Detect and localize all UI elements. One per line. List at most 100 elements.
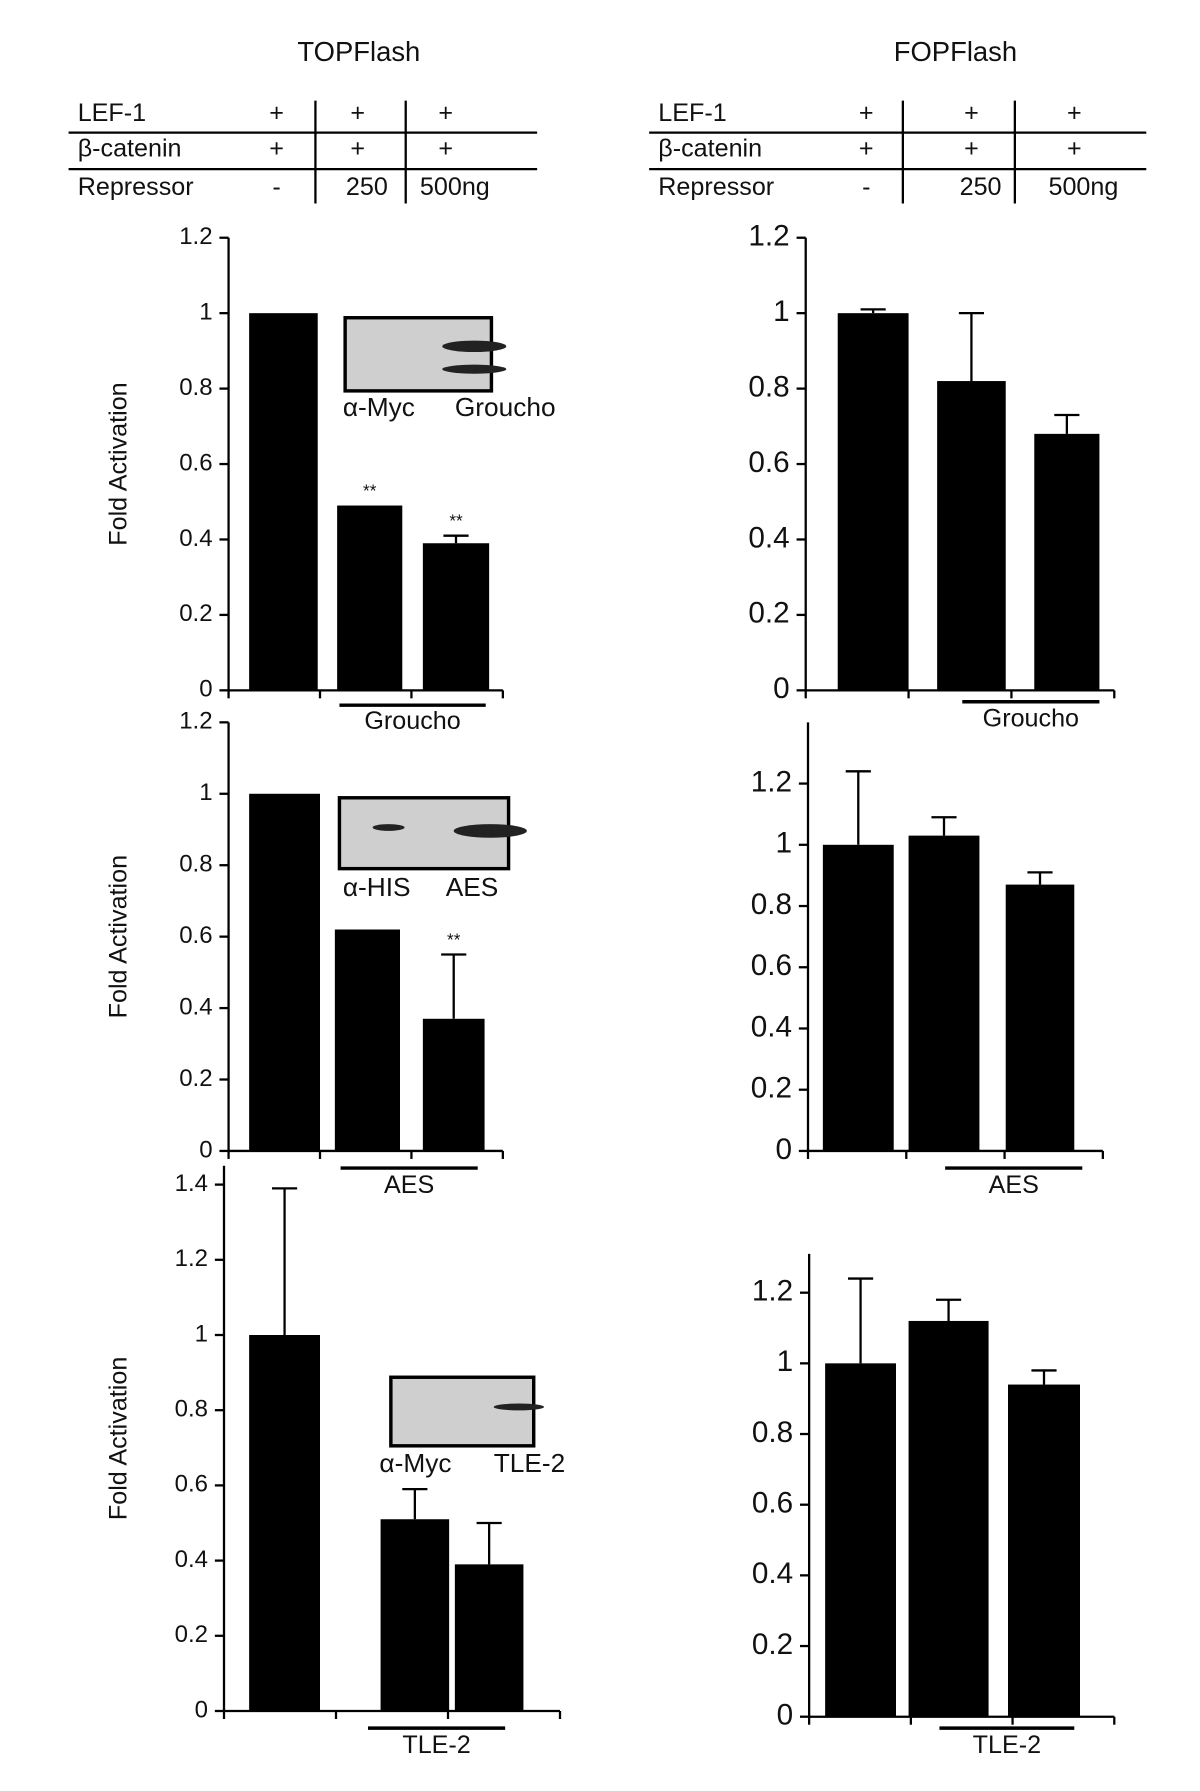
- y-tick-label: 0.6: [179, 922, 212, 949]
- y-tick-label: 0.6: [751, 949, 792, 982]
- cell: 250: [346, 173, 388, 201]
- y-tick-label: 0.8: [751, 888, 792, 921]
- row-label: Repressor: [78, 173, 194, 201]
- y-tick-label: 0.2: [179, 600, 212, 627]
- significance-mark: **: [447, 929, 461, 949]
- y-tick-label: 0: [775, 1133, 792, 1166]
- y-tick-label: 0: [199, 676, 212, 703]
- y-tick-label: 0.6: [748, 446, 789, 479]
- error-bar: [1031, 1369, 1057, 1385]
- cell: +: [350, 134, 365, 162]
- inset-label: Groucho: [455, 392, 556, 422]
- cell: +: [964, 99, 979, 127]
- row-label: β-catenin: [78, 134, 182, 162]
- y-tick-label: 0.4: [179, 525, 212, 552]
- error-bar: [931, 816, 957, 836]
- y-tick-label: 1.2: [748, 220, 789, 253]
- y-tick-label: 0.4: [175, 1546, 208, 1573]
- y-tick-label: 1: [195, 1320, 208, 1347]
- bar: [380, 1519, 450, 1711]
- bar: [822, 844, 894, 1151]
- y-axis-label: Fold Activation: [105, 1357, 133, 1520]
- y-tick-label: 1: [199, 299, 212, 326]
- error-bar: [848, 1277, 874, 1364]
- inset-label: α-HIS: [343, 872, 411, 902]
- bar: [1005, 884, 1075, 1151]
- cell: +: [1067, 99, 1082, 127]
- cell: -: [862, 173, 870, 201]
- error-bar: [443, 534, 469, 544]
- group-label: TLE-2: [402, 1731, 470, 1759]
- cell: +: [964, 134, 979, 162]
- error-bar: [860, 308, 886, 314]
- inset-label: TLE-2: [494, 1448, 566, 1478]
- row-label: LEF-1: [78, 99, 146, 127]
- row-label: Repressor: [658, 173, 774, 201]
- error-bar: [1054, 413, 1080, 434]
- blot-band: [372, 824, 405, 831]
- error-bar: [441, 953, 467, 1019]
- cell: +: [269, 134, 284, 162]
- cell: +: [859, 99, 874, 127]
- cell: 500ng: [420, 173, 490, 201]
- error-bar: [936, 1298, 962, 1321]
- blot-band: [442, 340, 507, 353]
- error-bar: [402, 1488, 428, 1520]
- cell: +: [269, 99, 284, 127]
- bar: [908, 1320, 989, 1717]
- y-tick-label: 0.2: [751, 1072, 792, 1105]
- bar: [454, 1564, 524, 1711]
- cell: +: [859, 134, 874, 162]
- bar: [337, 505, 403, 691]
- cell: +: [438, 134, 453, 162]
- blot-inset: [389, 1375, 536, 1448]
- cell: -: [272, 173, 280, 201]
- bar: [422, 543, 490, 691]
- group-label: Groucho: [983, 705, 1079, 733]
- row-label: LEF-1: [658, 99, 726, 127]
- blot-band: [493, 1403, 544, 1411]
- inset-label: α-Myc: [379, 1448, 451, 1478]
- y-tick-label: 0.8: [748, 370, 789, 403]
- y-tick-label: 0.6: [179, 449, 212, 476]
- cell: +: [438, 99, 453, 127]
- y-tick-label: 0.8: [179, 374, 212, 401]
- bar: [937, 381, 1006, 691]
- error-bar: [272, 1187, 298, 1335]
- y-tick-label: 1: [199, 779, 212, 806]
- y-tick-label: 1.2: [175, 1245, 208, 1272]
- y-tick-label: 0.8: [175, 1396, 208, 1423]
- panel-title: FOPFlash: [894, 36, 1017, 67]
- y-tick-label: 1.2: [179, 708, 212, 735]
- cell: +: [350, 99, 365, 127]
- bar: [249, 313, 318, 691]
- error-bar: [845, 770, 871, 845]
- y-tick-label: 0.2: [752, 1628, 793, 1661]
- error-bar: [476, 1521, 502, 1565]
- cell: 250: [960, 173, 1002, 201]
- y-tick-label: 0.2: [748, 597, 789, 630]
- row-label: β-catenin: [658, 134, 762, 162]
- bar: [908, 835, 980, 1151]
- significance-mark: **: [449, 511, 463, 531]
- y-tick-label: 0.6: [175, 1471, 208, 1498]
- y-tick-label: 0: [773, 672, 790, 705]
- y-tick-label: 0.4: [752, 1557, 793, 1590]
- cell: 500ng: [1048, 173, 1118, 201]
- inset-label: AES: [446, 872, 499, 902]
- bar: [825, 1363, 896, 1717]
- y-tick-label: 0.4: [751, 1010, 792, 1043]
- group-label: Groucho: [364, 707, 460, 735]
- panel-title: TOPFlash: [297, 36, 420, 67]
- group-label: AES: [384, 1171, 434, 1199]
- bar: [334, 929, 400, 1151]
- cell: +: [1067, 134, 1082, 162]
- y-tick-label: 1.2: [179, 223, 212, 250]
- y-tick-label: 0: [199, 1136, 212, 1163]
- significance-mark: **: [363, 480, 377, 500]
- y-tick-label: 0.6: [752, 1487, 793, 1520]
- y-tick-label: 1.4: [175, 1170, 208, 1197]
- bar: [837, 313, 909, 691]
